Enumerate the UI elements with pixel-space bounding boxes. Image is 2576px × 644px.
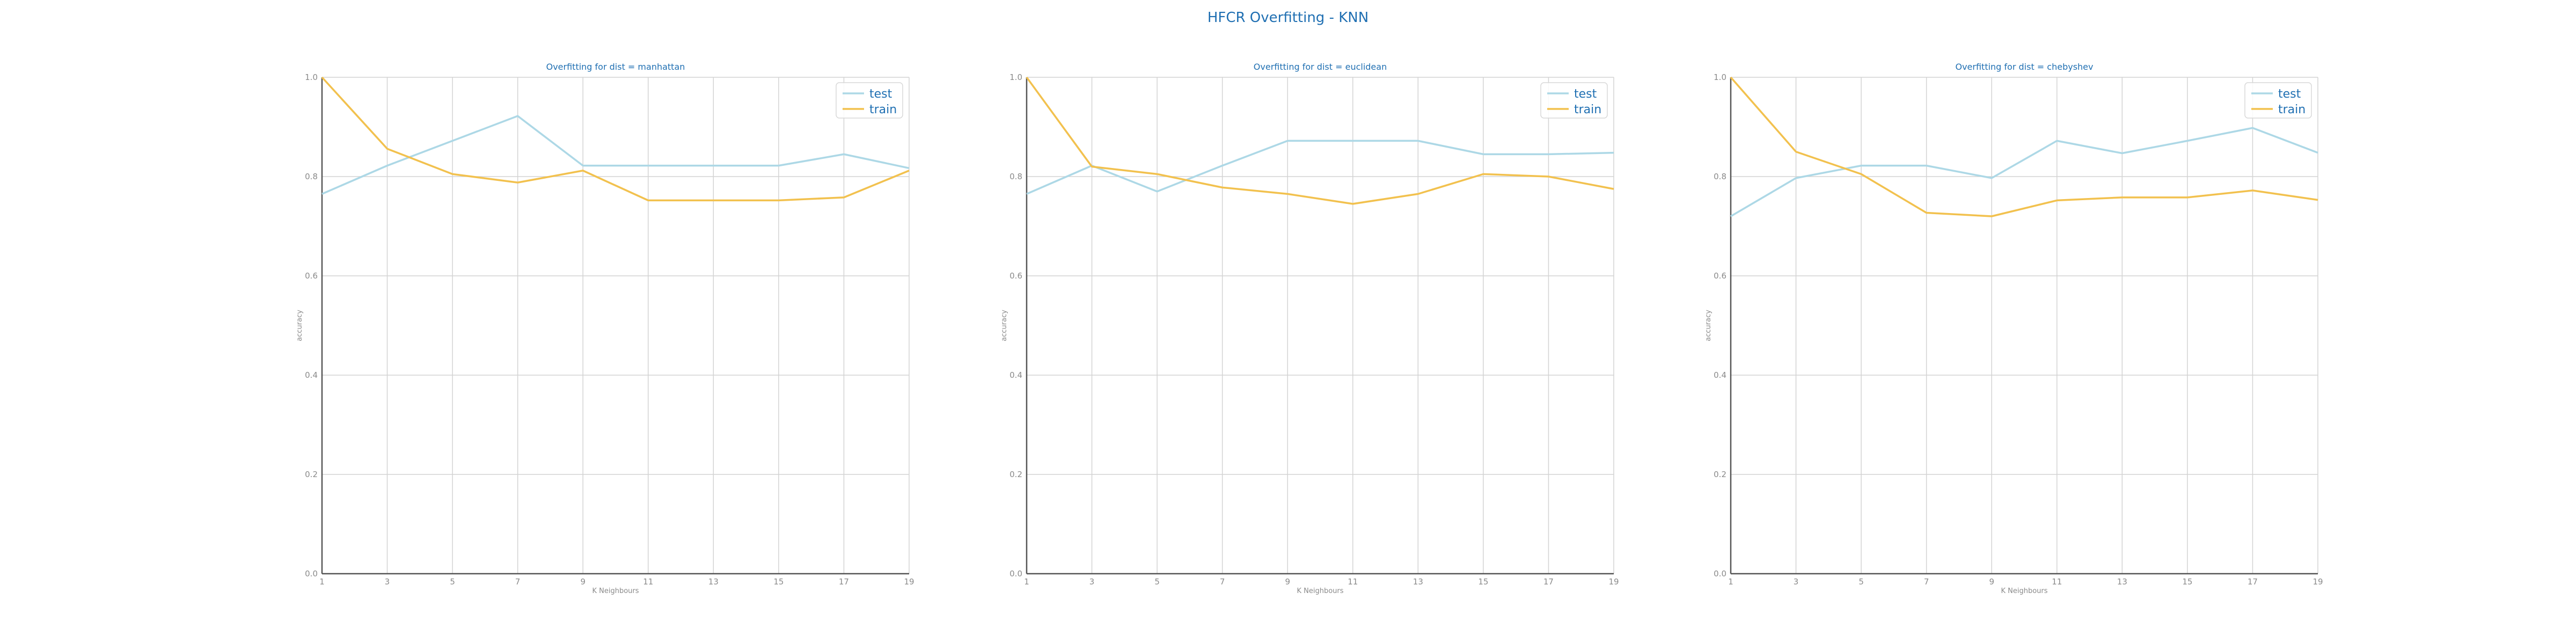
x-tick-label: 3 [385, 577, 390, 587]
series-line-train [1730, 76, 2318, 217]
x-tick-label: 19 [1608, 577, 1619, 587]
x-tick-label: 3 [1794, 577, 1799, 587]
series-line-test [1026, 140, 1614, 195]
x-tick-label: 5 [1154, 577, 1160, 587]
y-tick-label: 1.0 [1009, 72, 1022, 82]
chart-title: Overfitting for dist = euclidean [1254, 62, 1387, 72]
legend-label-test: test [2278, 87, 2301, 101]
y-tick-label: 0.0 [1009, 569, 1022, 579]
x-tick-label: 9 [580, 577, 586, 587]
legend-label-train: train [1574, 103, 1601, 116]
y-tick-label: 0.4 [305, 370, 318, 380]
x-tick-label: 13 [2117, 577, 2127, 587]
chart-title: Overfitting for dist = chebyshev [1955, 62, 2093, 72]
x-tick-label: 19 [904, 577, 914, 587]
x-tick-label: 1 [1024, 577, 1029, 587]
chart-title: Overfitting for dist = manhattan [546, 62, 685, 72]
x-axis-label: K Neighbours [1297, 587, 1343, 595]
x-tick-label: 11 [643, 577, 653, 587]
x-tick-label: 7 [1924, 577, 1929, 587]
x-tick-label: 9 [1989, 577, 1994, 587]
x-tick-label: 5 [450, 577, 455, 587]
figure-title: HFCR Overfitting - KNN [1207, 10, 1369, 26]
x-tick-label: 5 [1858, 577, 1864, 587]
y-tick-label: 1.0 [1714, 72, 1726, 82]
x-tick-label: 17 [1543, 577, 1554, 587]
x-tick-label: 13 [1413, 577, 1423, 587]
y-tick-label: 0.4 [1714, 370, 1726, 380]
x-tick-label: 17 [839, 577, 849, 587]
x-tick-label: 1 [1728, 577, 1733, 587]
x-tick-label: 15 [773, 577, 784, 587]
x-axis-label: K Neighbours [592, 587, 639, 595]
x-tick-label: 11 [2052, 577, 2062, 587]
x-tick-label: 7 [1220, 577, 1225, 587]
y-tick-label: 0.4 [1009, 370, 1022, 380]
y-axis-label: accuracy [1000, 310, 1008, 341]
y-tick-label: 0.0 [1714, 569, 1726, 579]
y-axis-label: accuracy [1704, 310, 1713, 341]
legend-label-test: test [1574, 87, 1597, 101]
y-tick-label: 1.0 [305, 72, 318, 82]
y-tick-label: 0.6 [305, 271, 318, 281]
x-tick-label: 7 [515, 577, 521, 587]
series-line-train [321, 76, 910, 202]
x-tick-label: 9 [1285, 577, 1290, 587]
y-axis-label: accuracy [296, 310, 304, 341]
y-tick-label: 0.6 [1009, 271, 1022, 281]
x-tick-label: 15 [1478, 577, 1488, 587]
y-tick-label: 0.8 [1009, 172, 1022, 181]
y-tick-label: 0.2 [1714, 470, 1726, 479]
x-tick-label: 17 [2248, 577, 2258, 587]
series-line-train [1026, 76, 1614, 205]
x-tick-label: 19 [2312, 577, 2323, 587]
y-tick-label: 0.6 [1714, 271, 1726, 281]
x-axis-label: K Neighbours [2001, 587, 2047, 595]
y-tick-label: 0.0 [305, 569, 318, 579]
y-tick-label: 0.2 [1009, 470, 1022, 479]
y-tick-label: 0.2 [305, 470, 318, 479]
legend-label-train: train [869, 103, 897, 116]
legend-label-test: test [869, 87, 892, 101]
x-tick-label: 13 [708, 577, 719, 587]
series-line-test [321, 115, 910, 195]
x-tick-label: 15 [2182, 577, 2192, 587]
series-line-test [1730, 127, 2318, 217]
x-tick-label: 3 [1089, 577, 1095, 587]
x-tick-label: 11 [1348, 577, 1358, 587]
x-tick-label: 1 [319, 577, 325, 587]
legend-label-train: train [2278, 103, 2306, 116]
y-tick-label: 0.8 [1714, 172, 1726, 181]
y-tick-label: 0.8 [305, 172, 318, 181]
